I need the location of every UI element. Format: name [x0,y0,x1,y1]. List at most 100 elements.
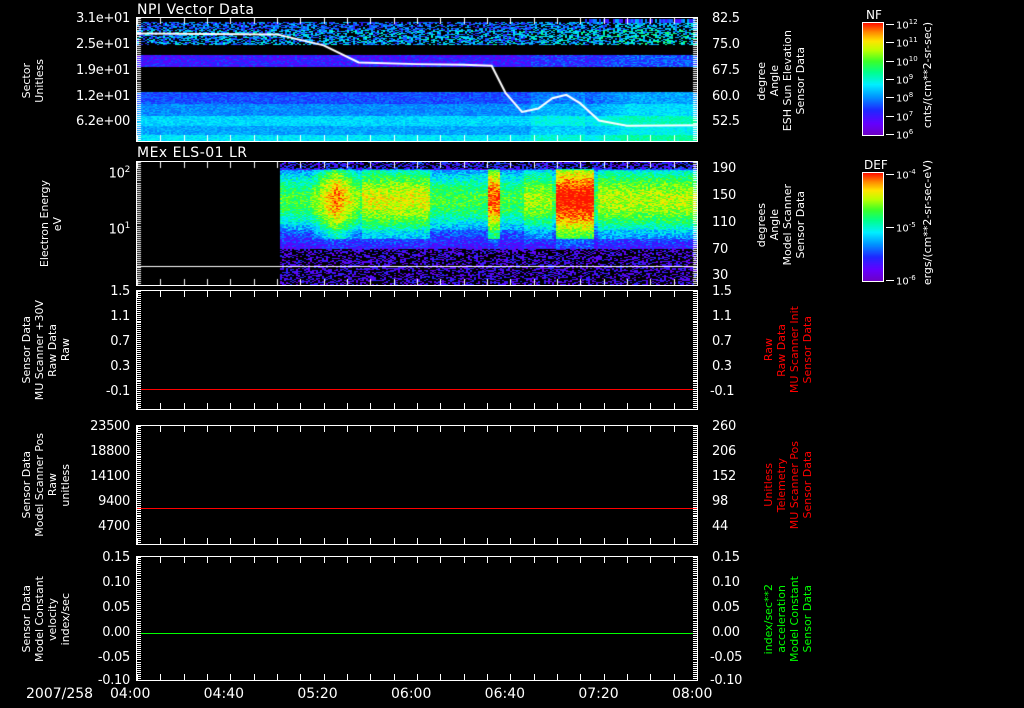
major-tick [277,291,278,297]
p5-ytick-3: 0.00 [102,625,130,640]
minor-tick [693,340,697,341]
major-tick [674,426,675,432]
minor-tick [137,436,141,437]
major-tick [487,291,488,297]
p5-right-label-3: index/sec**2 [762,583,775,655]
minor-tick [137,590,141,591]
minor-tick [693,680,697,681]
colorbar-def-gradient [863,173,883,281]
major-tick [347,557,348,563]
minor-tick [137,473,141,474]
minor-tick [137,405,141,406]
minor-tick [693,444,697,445]
minor-tick [693,434,697,435]
minor-tick [137,395,141,396]
major-tick [674,557,675,563]
major-tick [534,426,535,432]
minor-tick [693,487,697,488]
minor-tick [137,499,141,500]
colorbar-tick-0-4: 108 [896,91,914,105]
major-tick [417,557,418,563]
minor-tick [137,317,141,318]
minor-tick [693,608,697,609]
colorbar-tick-1-2: 10-6 [896,274,916,288]
major-tick [324,538,325,544]
major-tick [207,426,208,432]
minor-tick [693,491,697,492]
major-tick [534,674,535,680]
minor-tick [137,426,141,427]
minor-tick [693,518,697,519]
major-tick [300,426,301,432]
mu-scanner-30v-line [137,389,697,390]
major-tick [697,674,698,680]
minor-tick [137,678,141,679]
minor-tick [693,446,697,447]
minor-tick [693,301,697,302]
minor-tick [137,507,141,508]
minor-tick [693,397,697,398]
minor-tick [137,452,141,453]
major-tick [627,291,628,297]
minor-tick [137,299,141,300]
p3-right-label-2: Raw Data [775,323,788,377]
minor-tick [137,342,141,343]
p4-right-ytick-2: 152 [712,469,736,484]
colorbar-tick-0-3: 109 [896,73,914,87]
minor-tick [137,594,141,595]
minor-tick [693,578,697,579]
major-tick [160,538,161,544]
major-tick [160,291,161,297]
minor-tick [137,387,141,388]
minor-tick [693,629,697,630]
minor-tick [693,670,697,671]
minor-tick [137,350,141,351]
minor-tick [137,348,141,349]
minor-tick [137,430,141,431]
minor-tick [693,326,697,327]
minor-tick [693,524,697,525]
minor-tick [137,428,141,429]
minor-tick [137,315,141,316]
minor-tick [137,647,141,648]
minor-tick [693,604,697,605]
minor-tick [137,623,141,624]
minor-tick [137,664,141,665]
minor-tick [693,596,697,597]
minor-tick [137,475,141,476]
minor-tick [693,389,697,390]
major-tick [604,403,605,409]
minor-tick [693,469,697,470]
minor-tick [693,440,697,441]
p4-ytick-1: 18800 [90,444,130,459]
major-tick [324,291,325,297]
minor-tick [693,522,697,523]
minor-tick [693,602,697,603]
p3-right-axis-label: Raw Raw Data MU Scanner Init Sensor Data [762,291,814,409]
minor-tick [137,321,141,322]
major-tick [534,291,535,297]
minor-tick [693,651,697,652]
minor-tick [693,625,697,626]
p3-ytick-2: 0.7 [110,334,130,349]
x-tick-5: 07:20 [578,686,619,702]
p5-ytick-1: 0.10 [102,575,130,590]
major-tick [324,557,325,563]
minor-tick [693,530,697,531]
minor-tick [693,633,697,634]
minor-tick [137,434,141,435]
major-tick [207,291,208,297]
minor-tick [137,544,141,545]
major-tick [184,403,185,409]
minor-tick [137,596,141,597]
major-tick [627,674,628,680]
major-tick [160,403,161,409]
minor-tick [137,489,141,490]
major-tick [417,403,418,409]
minor-tick [693,567,697,568]
minor-tick [693,291,697,292]
minor-tick [693,405,697,406]
p3-ytick-0: 1.5 [110,284,130,299]
major-tick [417,291,418,297]
major-tick [370,674,371,680]
